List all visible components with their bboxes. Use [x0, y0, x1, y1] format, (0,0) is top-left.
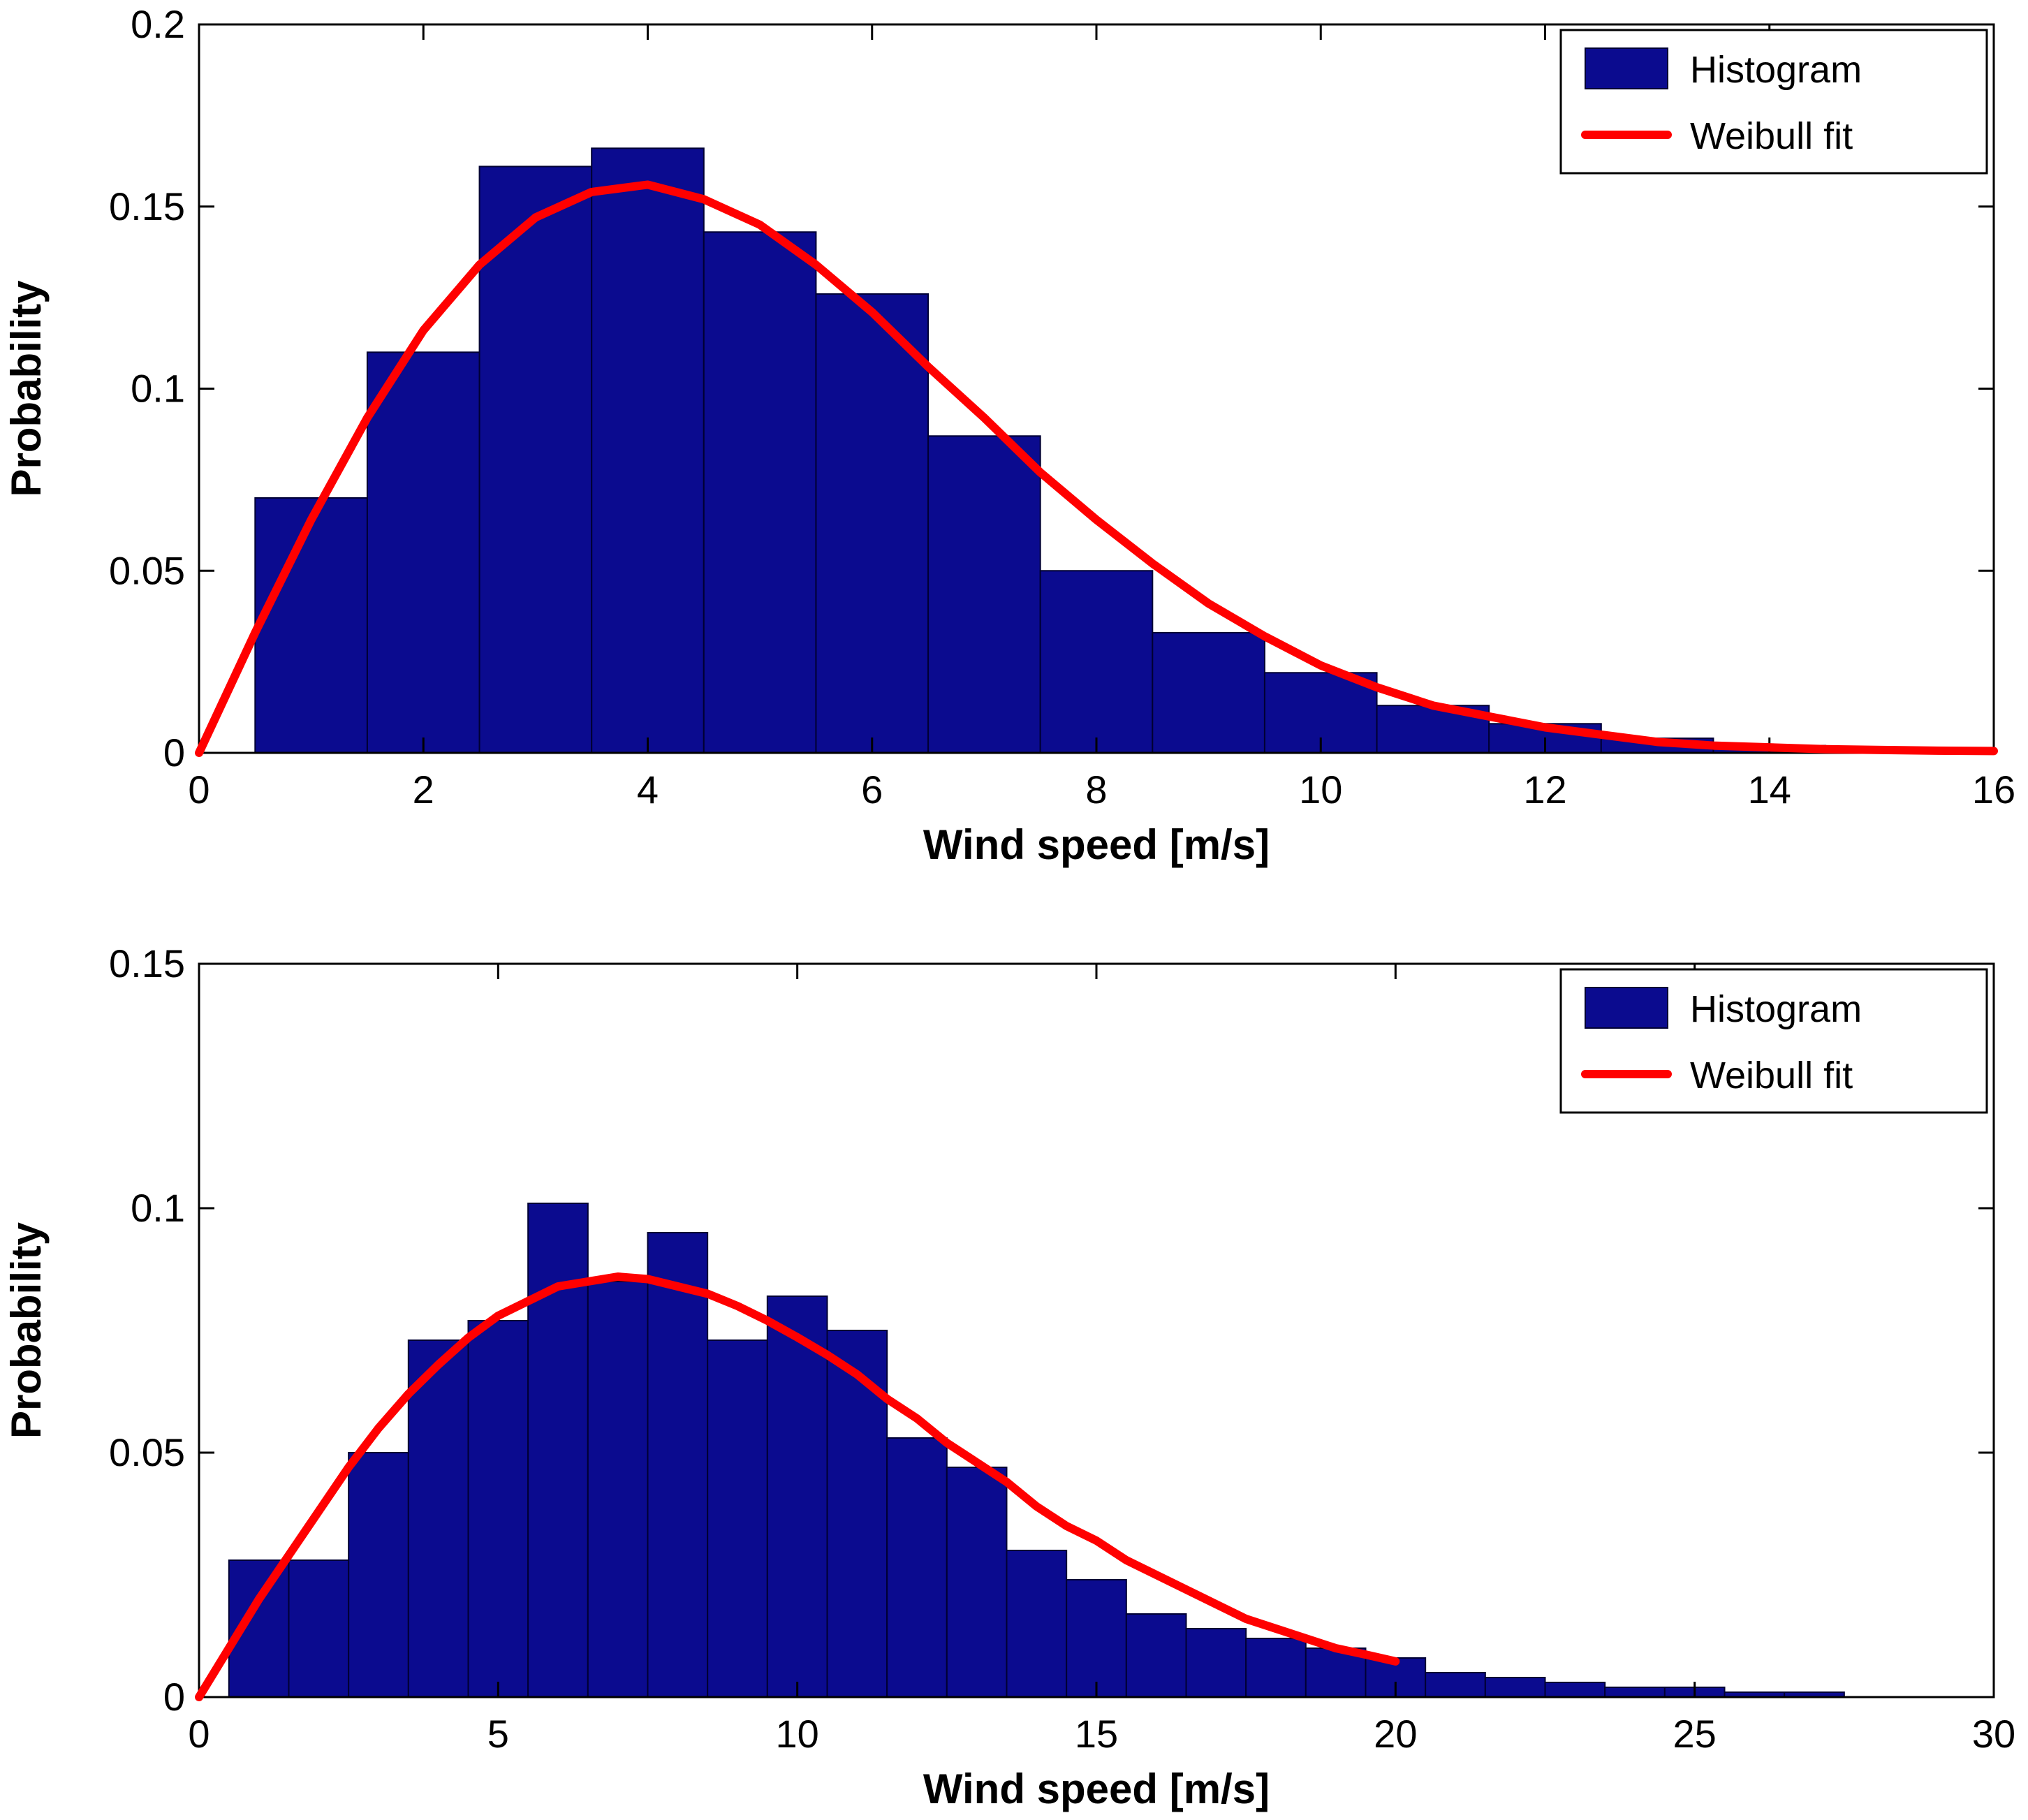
histogram-bar — [1544, 1682, 1606, 1698]
histogram-bar — [478, 166, 593, 754]
histogram-bar — [927, 435, 1041, 754]
legend-label-histogram: Histogram — [1690, 988, 1862, 1030]
y-tick-label: 0.05 — [109, 1430, 185, 1474]
wind-speed-chart-top: 0 2 4 6 8 10 12 14 16 0 0.05 0.1 0.15 0.2 Wind speed [… — [0, 0, 2028, 901]
histogram-bar — [1039, 570, 1154, 754]
histogram-bar — [527, 1203, 589, 1698]
legend-label-weibull: Weibull fit — [1690, 1055, 1853, 1096]
chart-canvas-top: 0 2 4 6 8 10 12 14 16 0 0.05 0.1 0.15 0.2 Wind speed [… — [3, 2, 2015, 868]
histogram-bar — [254, 497, 368, 754]
y-tick-label: 0 — [163, 1675, 185, 1719]
x-axis-label: Wind speed [m/s] — [923, 821, 1270, 868]
x-tick-label: 30 — [1972, 1712, 2015, 1756]
legend-swatch-histogram — [1585, 47, 1668, 89]
x-tick-label: 10 — [776, 1712, 819, 1756]
chart-canvas-bottom: 0 5 10 15 20 25 30 0 0.05 0.1 0.15 Wind speed [m/s]… — [3, 941, 2015, 1812]
x-tick-label: 2 — [413, 768, 434, 812]
legend-label-histogram: Histogram — [1690, 49, 1862, 91]
y-axis-label: Probability — [3, 1221, 50, 1439]
x-tick-label: 0 — [188, 768, 210, 812]
x-tick-label: 16 — [1972, 768, 2015, 812]
histogram-bar — [703, 231, 817, 754]
y-tick-label: 0 — [163, 731, 185, 775]
histogram-bar — [707, 1340, 768, 1698]
histogram-bar — [1425, 1672, 1486, 1698]
histogram-bar — [288, 1560, 350, 1698]
histogram-series — [254, 147, 1939, 754]
x-axis-label: Wind speed [m/s] — [923, 1766, 1270, 1812]
histogram-bar — [407, 1340, 469, 1698]
histogram-bar — [1245, 1638, 1307, 1698]
x-tick-label: 15 — [1075, 1712, 1118, 1756]
histogram-bar — [1152, 631, 1265, 754]
y-tick-label: 0.15 — [109, 184, 185, 228]
x-tick-label: 4 — [637, 768, 659, 812]
histogram-bar — [1604, 1687, 1666, 1698]
y-tick-label: 0.2 — [131, 2, 185, 46]
histogram-bar — [366, 351, 480, 754]
y-tick-label: 0.15 — [109, 941, 185, 985]
y-tick-label: 0.05 — [109, 548, 185, 592]
histogram-bar — [591, 147, 705, 754]
x-tick-label: 5 — [487, 1712, 509, 1756]
histogram-bar — [1484, 1677, 1546, 1698]
histogram-series — [228, 1203, 1845, 1698]
histogram-bar — [815, 293, 930, 754]
histogram-bar — [647, 1232, 709, 1698]
x-tick-label: 20 — [1374, 1712, 1417, 1756]
x-tick-label: 10 — [1299, 768, 1342, 812]
histogram-bar — [1125, 1613, 1187, 1698]
histogram-bar — [826, 1330, 888, 1698]
histogram-bar — [1066, 1579, 1127, 1698]
x-tick-label: 14 — [1748, 768, 1791, 812]
legend-label-weibull: Weibull fit — [1690, 115, 1853, 157]
x-tick-label: 6 — [861, 768, 883, 812]
x-tick-label: 12 — [1523, 768, 1566, 812]
histogram-bar — [348, 1452, 409, 1698]
x-tick-label: 0 — [188, 1712, 210, 1756]
weibull-fit-line — [195, 180, 1998, 757]
histogram-bar — [766, 1296, 828, 1698]
x-tick-label: 25 — [1673, 1712, 1717, 1756]
y-tick-label: 0.1 — [131, 1186, 185, 1230]
x-tick-label: 8 — [1085, 768, 1107, 812]
histogram-bar — [946, 1467, 1008, 1698]
legend: Histogram Weibull fit — [1559, 29, 1988, 175]
legend: Histogram Weibull fit — [1559, 968, 1988, 1114]
wind-speed-chart-bottom: 0 5 10 15 20 25 30 0 0.05 0.1 0.15 Wind speed [m/s]… — [0, 901, 2028, 1820]
histogram-bar — [886, 1437, 948, 1698]
legend-swatch-histogram — [1585, 987, 1668, 1029]
weibull-fit-line — [195, 1272, 1400, 1701]
histogram-bar — [1006, 1550, 1068, 1698]
y-axis-label: Probability — [3, 280, 50, 497]
y-tick-label: 0.1 — [131, 367, 185, 411]
histogram-bar — [587, 1281, 649, 1698]
histogram-bar — [467, 1320, 529, 1698]
histogram-bar — [1185, 1628, 1247, 1698]
axis-ticks — [198, 962, 1995, 1698]
